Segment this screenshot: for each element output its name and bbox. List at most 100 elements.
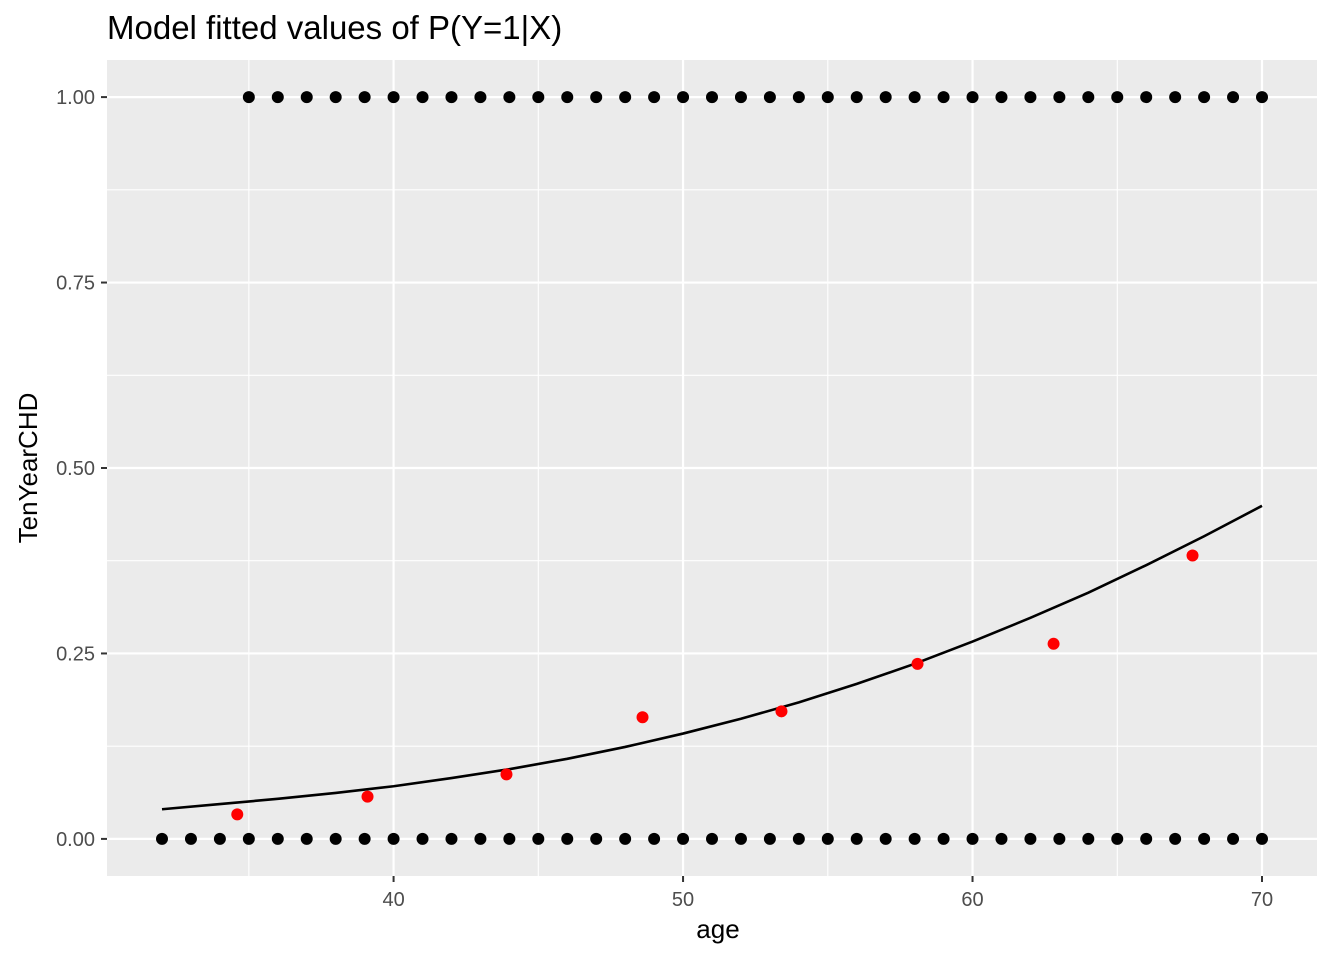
observed-point [966,832,979,845]
observed-point [1227,91,1240,104]
binned-mean-point [1186,549,1199,562]
observed-point [590,91,603,104]
observed-point [300,91,313,104]
observed-point [532,91,545,104]
y-tick-label: 1.00 [56,87,95,109]
observed-point [1198,832,1211,845]
observed-point [879,832,892,845]
observed-point [590,832,603,845]
observed-point [503,91,516,104]
observed-point [792,91,805,104]
observed-point [300,832,313,845]
binned-mean-point [500,768,513,781]
observed-point [937,91,950,104]
observed-point [561,832,574,845]
binned-mean-point [636,711,649,724]
binned-mean-point [231,808,244,821]
observed-point [1024,832,1037,845]
observed-point [995,91,1008,104]
axes: 40 50 60 70 0.00 0.25 0.50 0.75 1.00 [56,87,1273,911]
observed-point [677,832,690,845]
binned-mean-point [1047,637,1060,650]
grid [107,60,1317,876]
observed-point [1169,91,1182,104]
observed-point [184,832,197,845]
observed-point [1111,832,1124,845]
observed-point [561,91,574,104]
observed-point [908,832,921,845]
y-tick-label: 0.25 [56,643,95,665]
observed-point [648,832,661,845]
observed-point [445,91,458,104]
observed-point [445,832,458,845]
binned-mean-point [361,790,374,803]
observed-point [387,91,400,104]
observed-point [821,832,834,845]
observed-point [619,91,632,104]
observed-point [213,832,226,845]
data-layer [156,91,1268,845]
observed-point [648,91,661,104]
observed-point [271,91,284,104]
y-tick-label: 0.50 [56,458,95,480]
observed-point [1198,91,1211,104]
observed-point [387,832,400,845]
observed-point [763,91,776,104]
binned-mean-point [775,705,788,718]
observed-point [1111,91,1124,104]
x-tick-label: 50 [672,889,694,911]
observed-point [474,832,487,845]
observed-point [416,832,429,845]
observed-point [1082,91,1095,104]
y-tick-label: 0.75 [56,273,95,295]
x-tick-label: 70 [1251,889,1273,911]
y-tick-label: 0.00 [56,829,95,851]
observed-point [966,91,979,104]
binned-mean-point [911,657,924,670]
observed-point [792,832,805,845]
observed-point [1082,832,1095,845]
x-tick-label: 60 [961,889,983,911]
observed-point [850,91,863,104]
observed-point [1169,832,1182,845]
observed-point [1256,832,1268,845]
observed-point [532,832,545,845]
observed-point [937,832,950,845]
observed-point [1140,832,1153,845]
observed-point [474,91,487,104]
observed-point [271,832,284,845]
observed-point [1140,91,1153,104]
observed-point [1053,832,1066,845]
observed-point [358,91,371,104]
observed-point [156,832,168,845]
observed-point [879,91,892,104]
observed-point [503,832,516,845]
observed-point [1256,91,1268,104]
chart-title: Model fitted values of P(Y=1|X) [107,9,562,46]
observed-point [416,91,429,104]
observed-point [706,91,718,104]
observed-point [677,91,690,104]
observed-point [706,832,718,845]
observed-point [329,91,342,104]
observed-point [329,832,342,845]
observed-point [821,91,834,104]
observed-point [995,832,1008,845]
observed-point [734,91,747,104]
observed-point [850,832,863,845]
observed-point [763,832,776,845]
x-tick-label: 40 [382,889,404,911]
observed-point [242,91,255,104]
observed-point [242,832,255,845]
observed-point [734,832,747,845]
observed-point [619,832,632,845]
observed-point [1053,91,1066,104]
x-axis-title: age [696,914,739,944]
observed-point [908,91,921,104]
observed-point [358,832,371,845]
observed-point [1024,91,1037,104]
y-axis-title: TenYearCHD [13,393,43,544]
observed-point [1227,832,1240,845]
